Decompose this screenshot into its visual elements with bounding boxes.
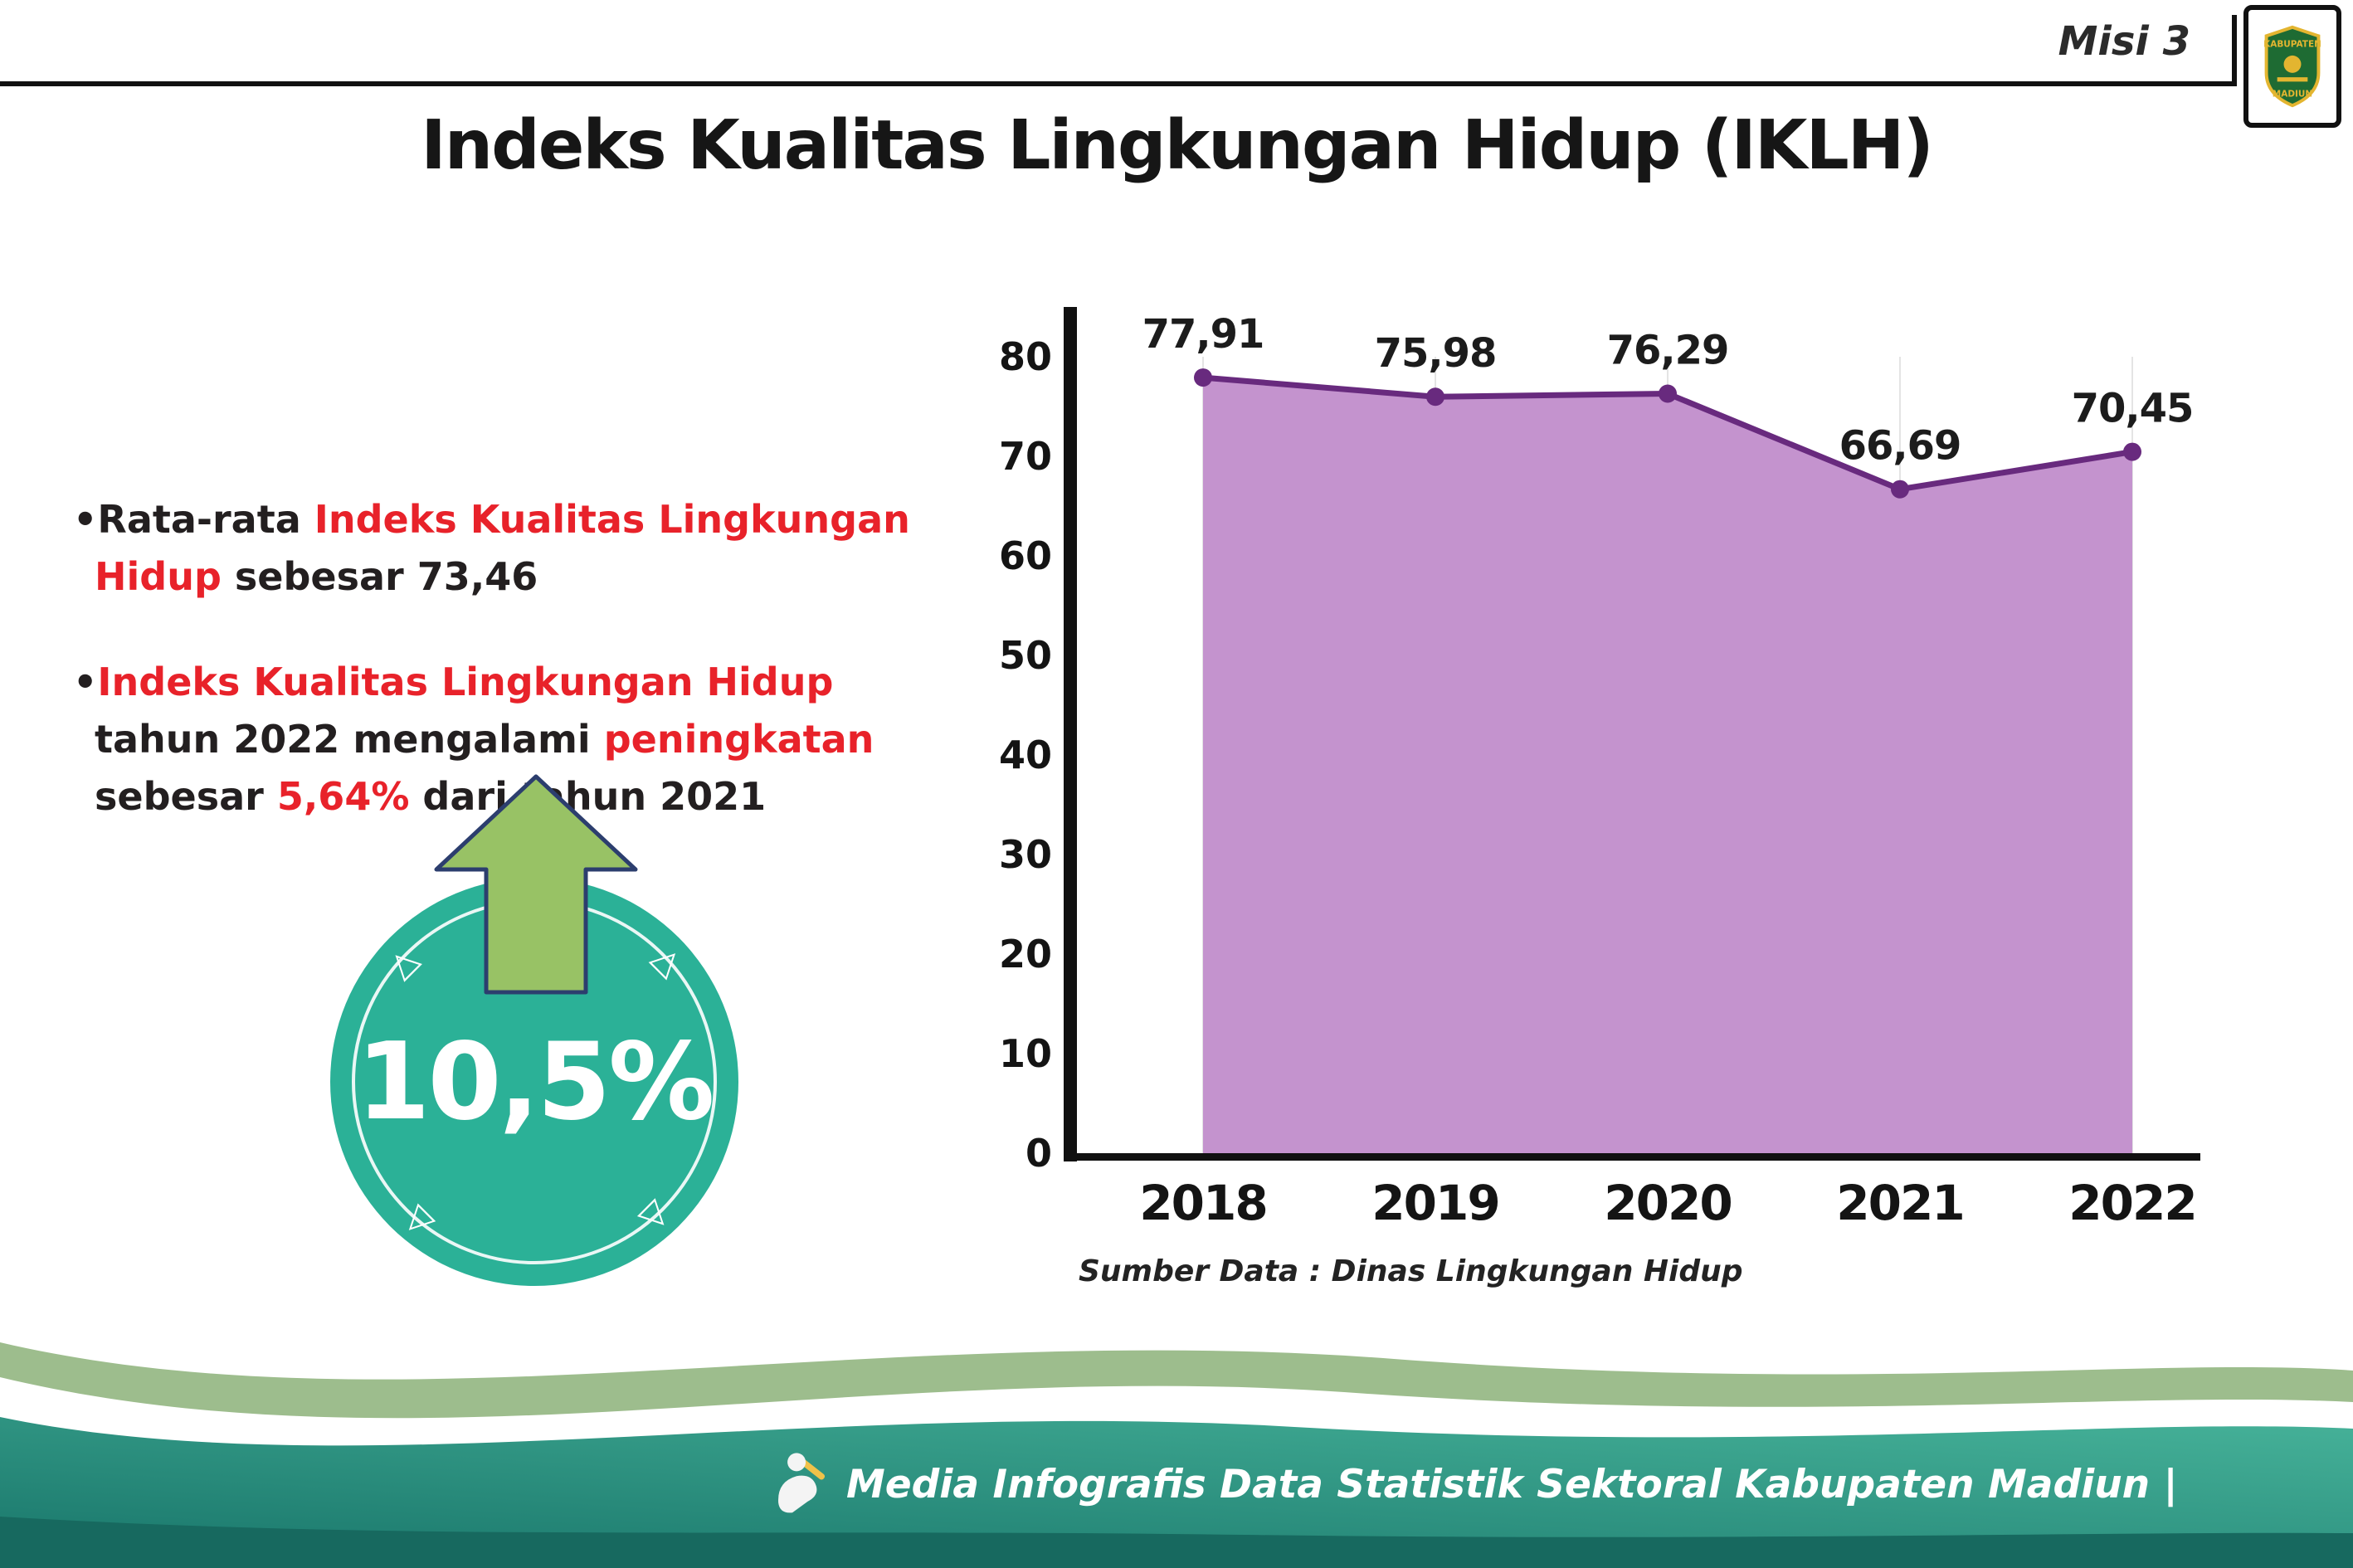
y-axis-tick-label: 30 [999,832,1052,877]
source-note: Sumber Data : Dinas Lingkungan Hidup [1079,1254,1743,1288]
increase-percentage-badge: ▷ ▷ ▷ ▷ 10,5% [330,878,738,1286]
page-title: Indeks Kualitas Lingkungan Hidup (IKLH) [421,106,1934,185]
bullet-dot: • [73,660,98,704]
header-rule [0,81,2234,86]
main-teal-wave [0,1417,2353,1568]
bullet-increase-2022: •Indeks Kualitas Lingkungan Hidup tahun … [73,654,936,825]
y-axis-tick-label: 60 [999,533,1052,578]
data-point [1891,480,1909,499]
crest-icon: KABUPATEN MADIUN [2263,25,2321,108]
bullet2-text-3: dari tahun 2021 [409,774,767,819]
arrow-up-icon [434,774,638,995]
data-point [1194,368,1212,387]
bullet1-text-end: sebesar 73,46 [221,554,538,599]
y-axis-tick-label: 70 [999,434,1052,479]
data-point-label: 76,29 [1607,328,1729,374]
y-axis-tick-label: 50 [999,633,1052,678]
bullet2-highlight-3: 5,64% [276,774,410,819]
bullet-dot: • [73,497,98,542]
header-rule-corner [2232,15,2237,86]
misi-label: Misi 3 [2058,18,2190,65]
y-axis-tick-label: 80 [999,334,1052,379]
x-axis-tick-label: 2021 [1836,1175,1963,1231]
y-axis-tick-label: 0 [1025,1131,1052,1176]
bullet2-highlight-2: peningkatan [603,717,874,762]
y-axis-tick-label: 10 [999,1031,1052,1076]
chart-svg: 0 10 20 30 40 50 60 70 80 77,91 75,98 76,29 66,69 70,… [999,307,2200,1231]
footer-credit: Media Infografis Data Statistik Sektoral… [770,1450,2178,1518]
bullet2-highlight-1: Indeks Kualitas Lingkungan Hidup [97,660,834,704]
x-axis-tick-label: 2019 [1371,1175,1498,1231]
sage-wave [0,1342,2353,1419]
footer-text: Media Infografis Data Statistik Sektoral… [846,1461,2178,1507]
logo-top-text: KABUPATEN [2263,39,2321,49]
y-axis-tick-label: 40 [999,733,1052,777]
bullet1-text: Rata-rata [97,497,314,542]
dark-bottom-wave [0,1517,2353,1568]
x-axis [1064,1153,2200,1161]
y-axis-tick-label: 20 [999,932,1052,976]
kabupaten-madiun-logo: KABUPATEN MADIUN [2243,5,2341,128]
x-axis-tick-label: 2020 [1604,1175,1731,1231]
data-point-label: 77,91 [1142,311,1264,358]
area-fill [1203,377,2132,1153]
bullet2-text-1: tahun 2022 mengalami [95,717,604,762]
data-point-label: 75,98 [1375,330,1497,377]
data-point-label: 70,45 [2072,386,2194,432]
bullet-average-iklh: •Rata-rata Indeks Kualitas Lingkungan Hi… [73,491,936,606]
logo-bottom-text: MADIUN [2273,90,2312,100]
data-point-label: 66,69 [1839,423,1961,470]
footer-waves [0,1342,2353,1568]
bullet2-text-2: sebesar [95,774,277,819]
mascot-icon [778,1453,826,1513]
y-axis [1064,307,1077,1161]
bullet1-highlight: Indeks Kualitas Lingkungan Hidup [95,497,910,599]
key-findings: •Rata-rata Indeks Kualitas Lingkungan Hi… [73,491,936,874]
x-axis-tick-label: 2022 [2068,1175,2195,1231]
data-point [1426,387,1444,407]
x-axis-tick-label: 2018 [1139,1175,1266,1231]
data-point [2123,442,2141,461]
data-point [1659,384,1677,403]
iklh-area-chart: 0 10 20 30 40 50 60 70 80 77,91 75,98 76,29 66,69 70,… [954,274,2248,1253]
